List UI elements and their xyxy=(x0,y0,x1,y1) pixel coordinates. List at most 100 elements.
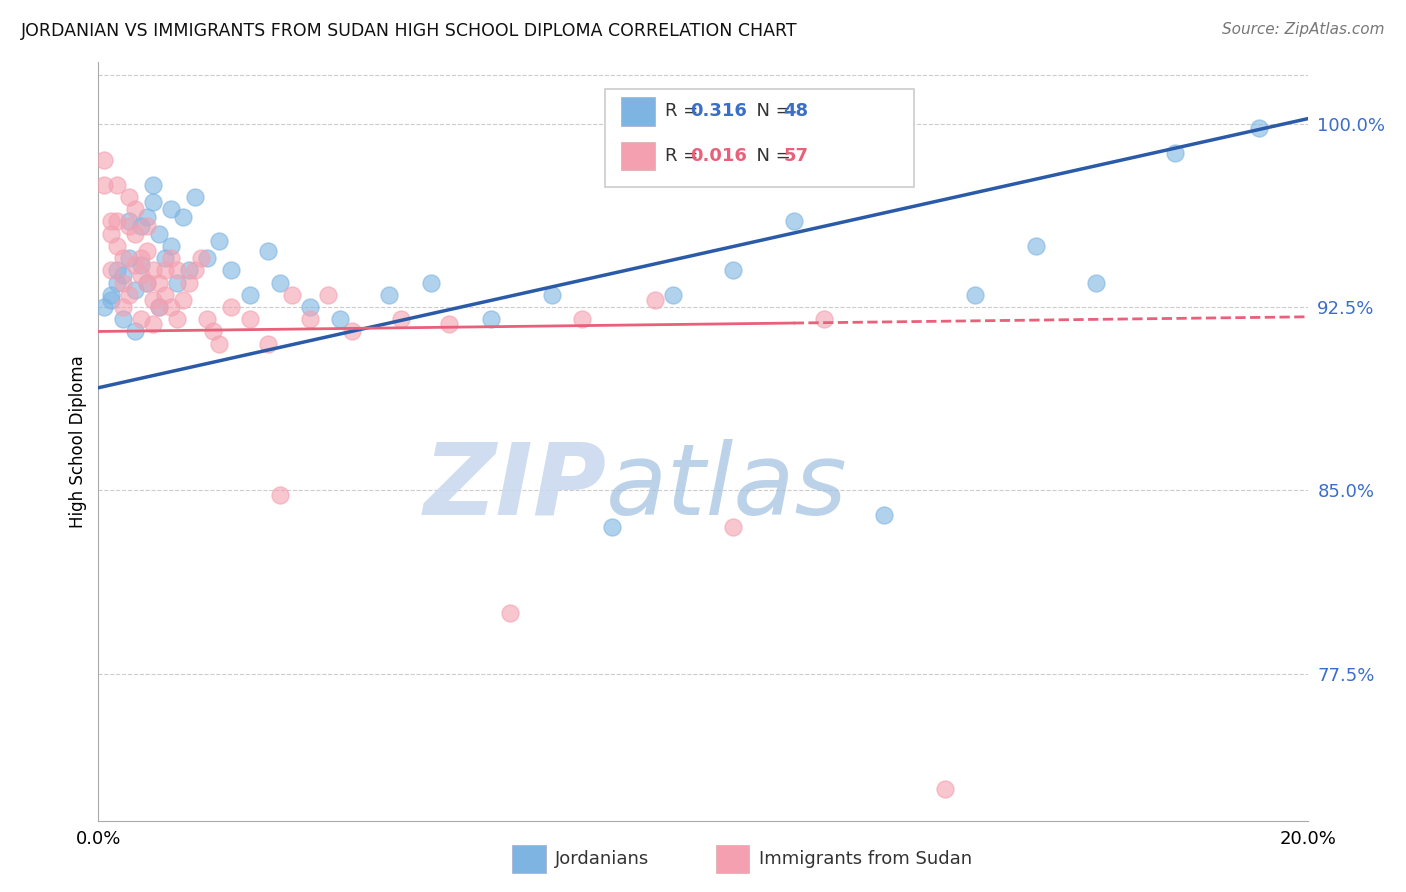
Point xyxy=(142,194,165,209)
Point xyxy=(184,190,207,204)
Point xyxy=(873,508,896,522)
Text: Source: ZipAtlas.com: Source: ZipAtlas.com xyxy=(1222,22,1385,37)
Point xyxy=(437,317,460,331)
Point xyxy=(111,251,134,265)
Point xyxy=(723,263,745,277)
Point xyxy=(135,244,157,258)
Point xyxy=(111,300,134,314)
Text: 57: 57 xyxy=(783,147,808,165)
Point xyxy=(118,214,141,228)
Point xyxy=(208,234,231,248)
Point xyxy=(142,293,165,307)
Point xyxy=(281,287,304,301)
Point xyxy=(142,178,165,192)
Point xyxy=(498,606,520,620)
Point xyxy=(111,276,134,290)
Text: N =: N = xyxy=(745,147,797,165)
Point xyxy=(148,276,170,290)
Point xyxy=(329,312,352,326)
Point xyxy=(221,263,243,277)
Point xyxy=(124,259,146,273)
Point xyxy=(105,214,128,228)
Point xyxy=(148,300,170,314)
Point xyxy=(813,312,835,326)
Point xyxy=(481,312,503,326)
Point xyxy=(105,178,128,192)
Point xyxy=(105,276,128,290)
Point xyxy=(153,251,176,265)
Point xyxy=(269,276,291,290)
Point xyxy=(135,210,157,224)
Point xyxy=(316,287,339,301)
Text: 0.016: 0.016 xyxy=(690,147,747,165)
Point xyxy=(239,312,262,326)
Point xyxy=(118,251,141,265)
Point xyxy=(148,300,170,314)
Point xyxy=(135,276,157,290)
Point xyxy=(571,312,593,326)
Point xyxy=(160,239,183,253)
Point xyxy=(1024,239,1046,253)
Point xyxy=(783,214,806,228)
Point xyxy=(723,520,745,534)
Point xyxy=(100,227,122,241)
Point xyxy=(1085,276,1108,290)
Point xyxy=(111,312,134,326)
Text: 0.316: 0.316 xyxy=(690,103,747,120)
Point xyxy=(540,287,562,301)
Point xyxy=(135,276,157,290)
Point xyxy=(148,227,170,241)
Point xyxy=(166,276,188,290)
Point xyxy=(602,520,624,534)
Text: atlas: atlas xyxy=(606,439,848,535)
Point xyxy=(118,287,141,301)
Point xyxy=(135,219,157,234)
Point xyxy=(179,263,201,277)
Point xyxy=(124,283,146,297)
Point xyxy=(256,244,278,258)
Point xyxy=(342,325,364,339)
Point xyxy=(100,263,122,277)
Point xyxy=(934,781,956,796)
Point xyxy=(195,312,218,326)
Point xyxy=(166,263,188,277)
Point xyxy=(166,312,188,326)
Point xyxy=(124,325,146,339)
Point xyxy=(124,202,146,217)
Point xyxy=(160,251,183,265)
Point xyxy=(105,263,128,277)
Point xyxy=(389,312,412,326)
Point xyxy=(93,178,115,192)
Point xyxy=(644,293,666,307)
Point xyxy=(661,287,683,301)
Point xyxy=(153,287,176,301)
Point xyxy=(142,263,165,277)
Point xyxy=(179,276,201,290)
Text: 48: 48 xyxy=(783,103,808,120)
Point xyxy=(299,300,322,314)
Point xyxy=(111,268,134,283)
Point xyxy=(129,219,152,234)
Point xyxy=(93,300,115,314)
Point xyxy=(965,287,987,301)
Y-axis label: High School Diploma: High School Diploma xyxy=(69,355,87,528)
Point xyxy=(221,300,243,314)
Point xyxy=(93,153,115,168)
Point xyxy=(129,259,152,273)
Point xyxy=(195,251,218,265)
Point xyxy=(100,287,122,301)
Point xyxy=(202,325,225,339)
Point xyxy=(184,263,207,277)
Point xyxy=(256,336,278,351)
Point xyxy=(142,317,165,331)
Text: JORDANIAN VS IMMIGRANTS FROM SUDAN HIGH SCHOOL DIPLOMA CORRELATION CHART: JORDANIAN VS IMMIGRANTS FROM SUDAN HIGH … xyxy=(21,22,797,40)
Text: N =: N = xyxy=(745,103,797,120)
Text: R =: R = xyxy=(665,147,704,165)
Point xyxy=(1163,145,1185,160)
Point xyxy=(172,210,194,224)
Point xyxy=(160,300,183,314)
Point xyxy=(100,293,122,307)
Point xyxy=(129,251,152,265)
Point xyxy=(208,336,231,351)
Point xyxy=(100,214,122,228)
